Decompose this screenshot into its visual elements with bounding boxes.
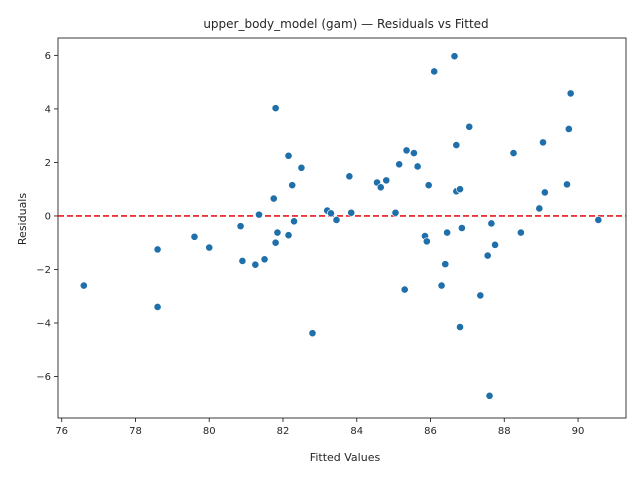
data-point	[376, 183, 385, 192]
data-point	[450, 52, 459, 61]
x-tick-label: 76	[55, 426, 68, 437]
data-point	[563, 180, 571, 189]
y-tick-label: 6	[45, 51, 51, 62]
x-axis-title: Fitted Values	[310, 451, 381, 464]
data-point	[437, 281, 446, 290]
data-point	[400, 285, 409, 294]
data-point	[509, 149, 518, 157]
data-point	[308, 329, 317, 338]
y-tick-label: 0	[45, 211, 51, 222]
data-point	[271, 104, 280, 113]
data-point	[153, 303, 162, 311]
data-point	[347, 208, 356, 217]
x-tick-label: 88	[498, 426, 511, 437]
data-point	[487, 219, 496, 228]
data-point	[236, 222, 245, 231]
data-point	[269, 194, 278, 203]
data-point	[271, 238, 280, 247]
axes-frame	[57, 37, 627, 419]
data-point	[456, 323, 464, 331]
x-tick-label: 78	[129, 426, 142, 437]
y-tick-label: 4	[45, 104, 51, 115]
y-tick-label: −4	[36, 319, 51, 330]
data-point	[190, 232, 199, 241]
data-point	[456, 185, 464, 194]
data-point	[476, 291, 485, 300]
y-tick-label: −6	[36, 372, 51, 383]
x-tick-label: 90	[572, 426, 585, 437]
data-point	[251, 260, 260, 269]
x-tick-label: 80	[203, 426, 216, 437]
data-point	[284, 151, 293, 160]
chart-title: upper_body_model (gam) — Residuals vs Fi…	[203, 17, 488, 31]
data-point	[566, 89, 575, 98]
x-tick-label: 82	[277, 426, 290, 437]
data-point	[382, 176, 391, 185]
data-point	[297, 163, 306, 172]
data-point	[290, 217, 298, 226]
plot-area: 76 78 80 82 84 86 88 90 −6 −4 −2 0 2 4 6	[36, 37, 627, 437]
data-point	[491, 240, 499, 249]
data-point	[516, 228, 525, 237]
data-point	[452, 141, 461, 149]
data-point	[79, 281, 88, 290]
data-point	[424, 181, 433, 190]
data-point	[260, 255, 269, 264]
data-point	[430, 67, 439, 76]
x-tick-label: 84	[350, 426, 363, 437]
data-point	[465, 122, 474, 131]
data-point	[273, 228, 282, 237]
data-point	[288, 181, 297, 190]
data-point	[255, 210, 263, 219]
data-point	[443, 228, 452, 237]
data-point	[422, 237, 431, 246]
data-point	[410, 149, 418, 157]
data-point	[205, 243, 214, 252]
data-point	[535, 204, 544, 213]
data-point	[391, 208, 400, 217]
data-point	[540, 188, 549, 197]
data-point	[564, 125, 573, 133]
x-tick-label: 86	[424, 426, 437, 437]
data-point	[327, 209, 335, 218]
y-tick-label: 2	[45, 158, 51, 169]
y-axis-title: Residuals	[16, 193, 29, 245]
data-point	[402, 146, 411, 155]
data-point	[345, 172, 354, 181]
data-point	[284, 231, 293, 240]
data-point	[485, 391, 494, 400]
data-point	[238, 257, 247, 265]
y-tick-label: −2	[36, 265, 51, 276]
data-point	[539, 138, 547, 147]
data-point	[483, 251, 492, 260]
data-point	[413, 162, 422, 171]
data-point	[153, 245, 162, 254]
data-point	[395, 160, 404, 169]
data-point	[594, 216, 603, 224]
data-point	[457, 224, 466, 232]
data-point	[332, 216, 341, 224]
data-point	[441, 260, 450, 269]
